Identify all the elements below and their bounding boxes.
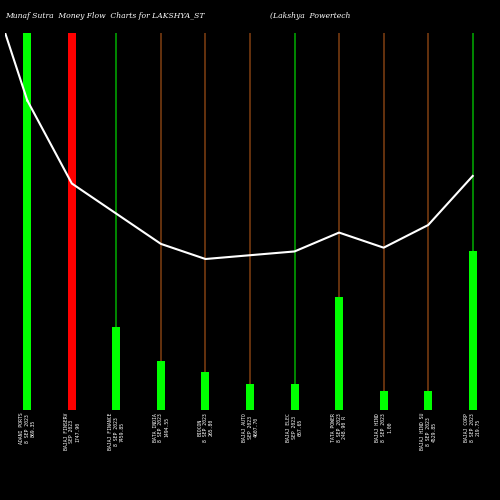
Text: Munaf Sutra  Money Flow  Charts for LAKSHYA_ST: Munaf Sutra Money Flow Charts for LAKSHY… — [5, 12, 204, 20]
Bar — [380, 391, 388, 410]
Text: (Lakshya  Powertech: (Lakshya Powertech — [270, 12, 350, 20]
Bar — [424, 391, 432, 410]
Bar — [335, 297, 343, 410]
Bar — [202, 372, 209, 410]
Bar — [468, 252, 476, 410]
Bar — [68, 32, 76, 410]
Bar — [290, 384, 298, 410]
Bar — [246, 384, 254, 410]
Bar — [157, 361, 165, 410]
Bar — [112, 327, 120, 410]
Bar — [24, 32, 32, 410]
